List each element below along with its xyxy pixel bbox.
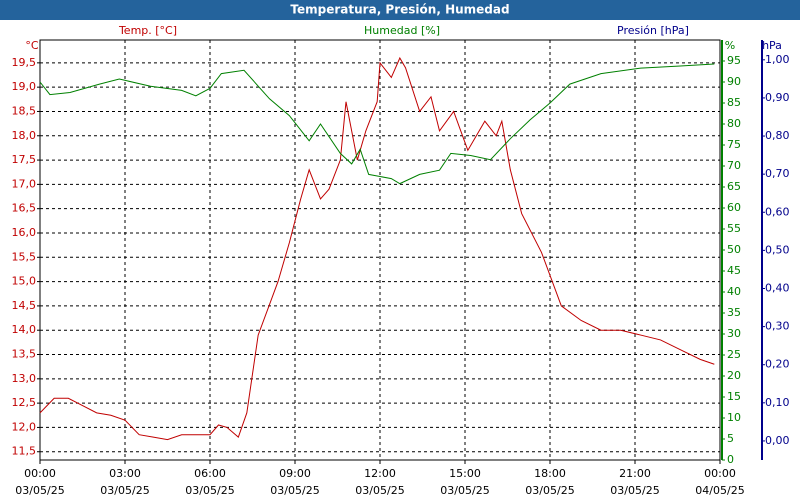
x-tick-date: 03/05/25 — [610, 484, 659, 497]
x-tick-label: 03:00 — [109, 467, 141, 480]
y-tick-label: 15,5 — [12, 250, 37, 263]
x-tick-label: 00:00 — [24, 467, 56, 480]
y-tick-label: 90 — [727, 75, 741, 88]
x-tick-label: 15:00 — [449, 467, 481, 480]
x-tick-label: 18:00 — [534, 467, 566, 480]
y-tick-label: 18,5 — [12, 104, 37, 117]
y-tick-label: 18,0 — [12, 129, 37, 142]
y-tick-label: 30 — [727, 327, 741, 340]
y-tick-label: 0,60 — [765, 205, 790, 218]
y-tick-label: 17,0 — [12, 177, 37, 190]
x-tick-date: 03/05/25 — [525, 484, 574, 497]
y-tick-label: 0,50 — [765, 243, 790, 256]
y-tick-label: 0,70 — [765, 167, 790, 180]
y-tick-label: 19,0 — [12, 80, 37, 93]
axis-title: Temp. [°C] — [118, 24, 177, 37]
axis-unit: % — [725, 39, 735, 52]
y-tick-label: 10 — [727, 411, 741, 424]
y-tick-label: 14,5 — [12, 299, 37, 312]
x-tick-label: 09:00 — [279, 467, 311, 480]
y-tick-label: 95 — [727, 54, 741, 67]
y-tick-label: 14,0 — [12, 323, 37, 336]
y-tick-label: 75 — [727, 138, 741, 151]
y-tick-label: 0,80 — [765, 129, 790, 142]
y-tick-label: 0 — [727, 453, 734, 466]
y-tick-label: 45 — [727, 264, 741, 277]
y-tick-label: 5 — [727, 432, 734, 445]
x-tick-date: 03/05/25 — [355, 484, 404, 497]
x-tick-label: 21:00 — [619, 467, 651, 480]
x-tick-date: 03/05/25 — [440, 484, 489, 497]
y-tick-label: 15 — [727, 390, 741, 403]
axis-title: Humedad [%] — [364, 24, 440, 37]
y-tick-label: 15,0 — [12, 275, 37, 288]
y-tick-label: 0,20 — [765, 358, 790, 371]
y-tick-label: 65 — [727, 180, 741, 193]
x-tick-date: 03/05/25 — [100, 484, 149, 497]
y-tick-label: 19,5 — [12, 56, 37, 69]
y-tick-label: 0,10 — [765, 396, 790, 409]
axis-unit: °C — [25, 39, 39, 52]
chart-title: Temperatura, Presión, Humedad — [290, 3, 509, 17]
series-line — [39, 63, 715, 185]
axis-title: Presión [hPa] — [617, 24, 689, 37]
y-tick-label: 0,30 — [765, 320, 790, 333]
x-tick-label: 06:00 — [194, 467, 226, 480]
y-tick-label: 16,0 — [12, 226, 37, 239]
y-tick-label: 0,00 — [765, 434, 790, 447]
y-tick-label: 13,0 — [12, 372, 37, 385]
x-tick-label: 00:00 — [704, 467, 736, 480]
y-tick-label: 0,90 — [765, 91, 790, 104]
series-line — [39, 56, 715, 441]
y-tick-label: 20 — [727, 369, 741, 382]
y-tick-label: 0,40 — [765, 281, 790, 294]
y-tick-label: 11,5 — [12, 445, 37, 458]
y-tick-label: 50 — [727, 243, 741, 256]
y-tick-label: 12,5 — [12, 396, 37, 409]
y-tick-label: 35 — [727, 306, 741, 319]
x-tick-date: 03/05/25 — [185, 484, 234, 497]
plot-border — [39, 39, 721, 461]
y-tick-label: 25 — [727, 348, 741, 361]
y-tick-label: 1,00 — [765, 53, 790, 66]
x-tick-date: 04/05/25 — [695, 484, 744, 497]
axis-unit: hPa — [762, 39, 782, 52]
x-tick-date: 03/05/25 — [270, 484, 319, 497]
y-tick-label: 85 — [727, 96, 741, 109]
y-tick-label: 40 — [727, 285, 741, 298]
y-tick-label: 13,5 — [12, 348, 37, 361]
y-tick-label: 12,0 — [12, 420, 37, 433]
x-tick-label: 12:00 — [364, 467, 396, 480]
title-bar — [0, 0, 800, 20]
y-tick-label: 16,5 — [12, 202, 37, 215]
y-tick-label: 17,5 — [12, 153, 37, 166]
y-tick-label: 60 — [727, 201, 741, 214]
y-tick-label: 70 — [727, 159, 741, 172]
x-tick-date: 03/05/25 — [15, 484, 64, 497]
y-tick-label: 55 — [727, 222, 741, 235]
y-tick-label: 80 — [727, 117, 741, 130]
